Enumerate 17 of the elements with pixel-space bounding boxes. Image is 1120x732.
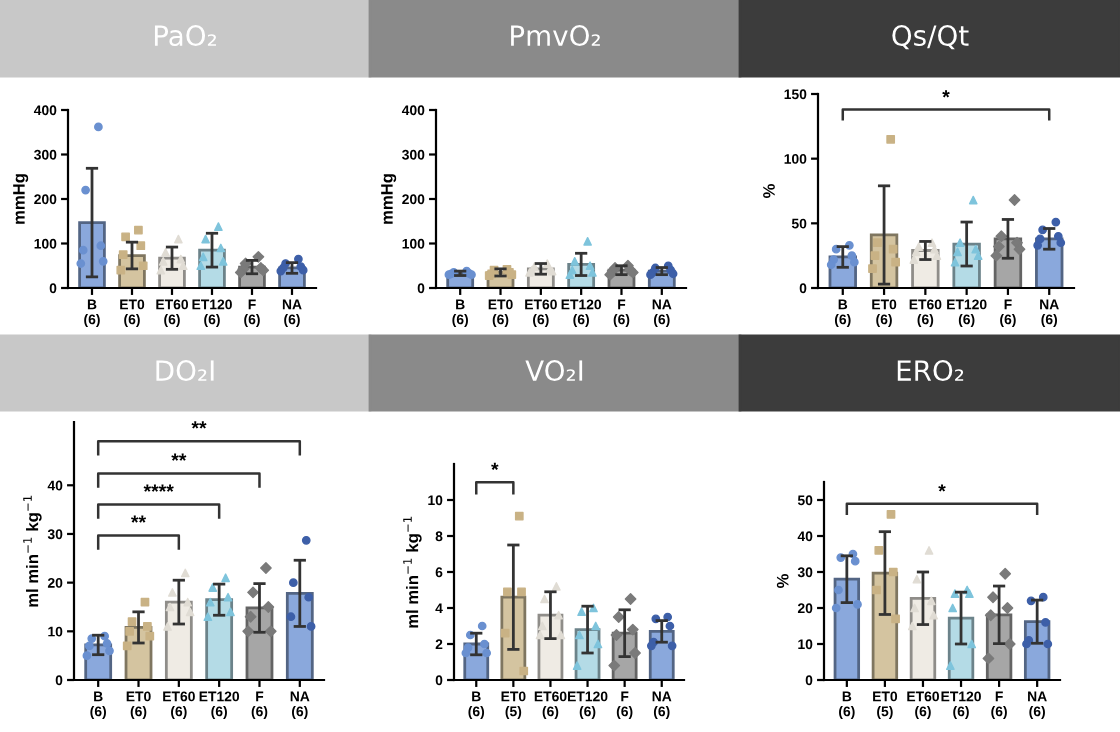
chart-title: ERO₂ xyxy=(897,360,964,382)
y-axis-title: ml min$^{−1}$ kg$^{−1}$ xyxy=(23,495,42,607)
annotation: * xyxy=(491,462,499,471)
annotation: ** xyxy=(171,453,187,461)
annotation: ** xyxy=(191,421,207,429)
chart-title: PmvO₂ xyxy=(511,25,600,47)
annotation: ** xyxy=(131,515,147,523)
y-axis-title: % xyxy=(763,184,775,198)
annotation: **** xyxy=(143,484,174,492)
y-axis-title: ml min$^{−1}$ kg$^{−1}$ xyxy=(403,516,422,628)
chart-title: Qs/Qt xyxy=(892,25,969,50)
chart-title: VO₂I xyxy=(525,360,583,382)
y-axis-title: mmHg xyxy=(381,174,397,224)
annotation: * xyxy=(942,90,950,98)
y-axis-title: mmHg xyxy=(13,174,29,224)
annotation: * xyxy=(938,484,946,492)
y-axis-title: % xyxy=(776,574,789,588)
